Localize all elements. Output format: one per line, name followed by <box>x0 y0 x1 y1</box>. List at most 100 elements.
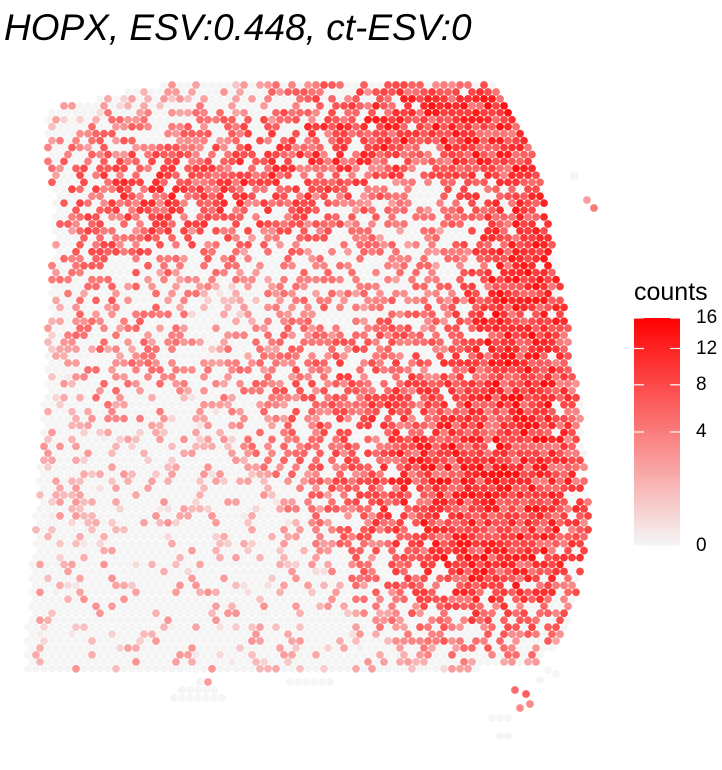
spot <box>356 366 364 374</box>
spot <box>516 240 524 249</box>
spot <box>112 136 120 145</box>
spot <box>292 602 300 611</box>
spot <box>56 275 64 284</box>
spot <box>84 588 92 597</box>
spot <box>232 289 240 298</box>
spot <box>244 143 252 152</box>
spot <box>340 574 348 583</box>
spot <box>268 115 276 124</box>
spot <box>312 456 320 465</box>
spot <box>340 227 348 235</box>
spot <box>292 88 300 96</box>
spot <box>256 261 264 270</box>
spot <box>144 456 152 465</box>
spot <box>140 338 148 346</box>
spot <box>404 268 412 277</box>
spot <box>320 178 328 187</box>
spot <box>292 157 300 166</box>
spot <box>296 122 304 131</box>
spot <box>516 366 524 374</box>
spot <box>576 484 584 492</box>
spot <box>276 324 284 333</box>
spot <box>204 477 212 485</box>
spot <box>340 407 348 416</box>
spot <box>412 129 420 138</box>
spot <box>44 449 52 458</box>
spot <box>480 108 488 117</box>
spot <box>356 268 364 277</box>
spot <box>476 199 484 208</box>
spot <box>72 525 80 534</box>
spot <box>280 164 288 173</box>
spot <box>328 512 336 520</box>
spot <box>156 602 164 611</box>
spot <box>564 505 572 513</box>
spot <box>316 366 324 374</box>
spot <box>296 498 304 506</box>
spot <box>80 261 88 270</box>
spot <box>104 136 112 145</box>
spot <box>316 102 324 110</box>
spot <box>84 254 92 263</box>
spot <box>488 303 496 312</box>
spot <box>376 150 384 159</box>
spot <box>164 602 172 611</box>
spot <box>520 428 528 437</box>
spot <box>320 275 328 284</box>
spot <box>252 407 260 416</box>
spot <box>536 512 544 520</box>
spot <box>256 206 264 215</box>
spot <box>368 303 376 312</box>
spot <box>532 366 540 374</box>
spot <box>380 240 388 249</box>
spot <box>164 435 172 444</box>
spot <box>524 324 532 333</box>
spot <box>380 296 388 305</box>
spot <box>192 261 200 270</box>
spot <box>416 150 424 159</box>
spot <box>92 505 100 513</box>
spot <box>216 359 224 367</box>
spot <box>340 463 348 472</box>
spot <box>464 234 472 242</box>
spot <box>132 171 140 180</box>
spot <box>108 379 116 388</box>
spot <box>52 393 60 402</box>
spot <box>468 407 476 416</box>
spot <box>488 192 496 201</box>
spot <box>408 470 416 479</box>
spot <box>488 331 496 340</box>
spot <box>304 275 312 284</box>
spot <box>216 234 224 242</box>
spot <box>556 421 564 430</box>
spot <box>60 296 68 305</box>
spot <box>200 470 208 479</box>
spot <box>320 373 328 381</box>
spot <box>312 150 320 159</box>
spot <box>480 247 488 256</box>
spot <box>276 407 284 416</box>
spot <box>204 240 212 249</box>
chart-title: HOPX, ESV:0.448, ct-ESV:0 <box>4 7 472 48</box>
spot <box>384 470 392 479</box>
spot <box>372 171 380 180</box>
spot <box>124 268 132 277</box>
spot <box>188 352 196 360</box>
spot <box>96 539 104 548</box>
spot <box>452 338 460 346</box>
spot <box>516 379 524 388</box>
spot <box>248 234 256 242</box>
spot <box>560 470 568 479</box>
spot <box>140 171 148 180</box>
spot <box>156 477 164 485</box>
spot <box>76 296 84 305</box>
spot <box>292 546 300 555</box>
spot <box>304 164 312 173</box>
spot <box>304 261 312 270</box>
spot <box>292 491 300 499</box>
spot <box>160 331 168 340</box>
spot <box>528 512 536 520</box>
spot <box>332 240 340 249</box>
spot <box>384 178 392 187</box>
spot <box>400 275 408 284</box>
